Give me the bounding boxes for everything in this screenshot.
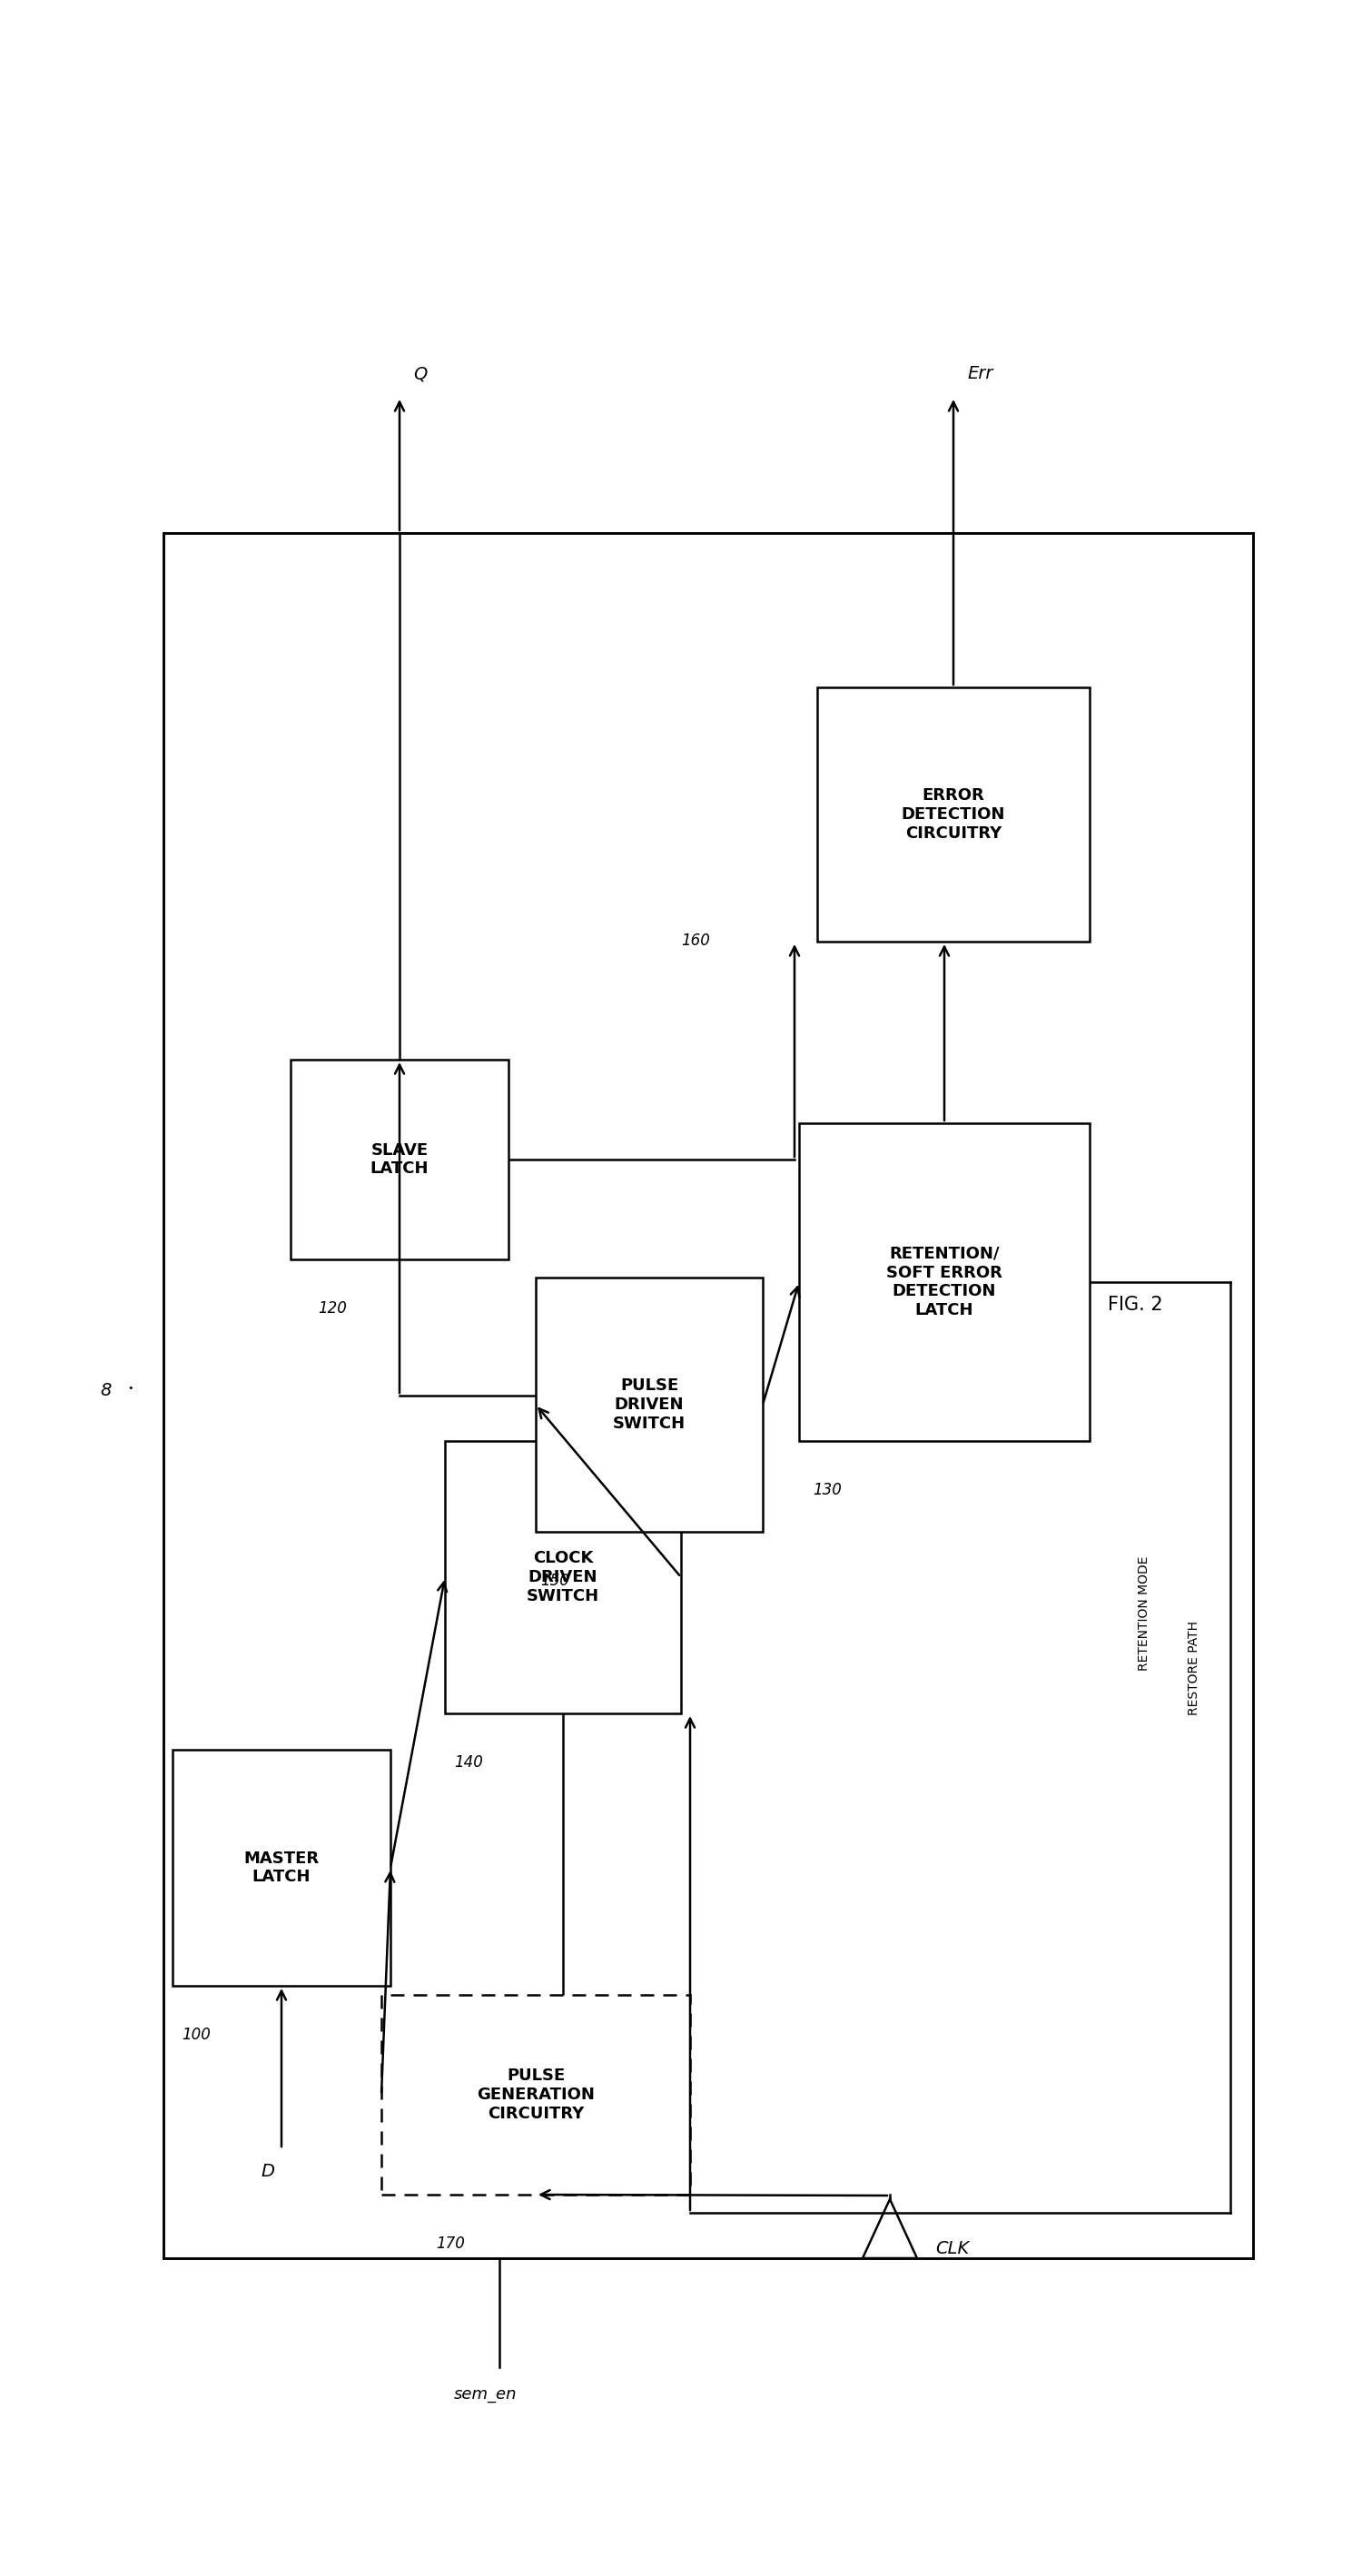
Text: RETENTION/
SOFT ERROR
DETECTION
LATCH: RETENTION/ SOFT ERROR DETECTION LATCH bbox=[886, 1247, 1003, 1319]
Text: RETENTION MODE: RETENTION MODE bbox=[1137, 1556, 1151, 1672]
Text: FIG. 2: FIG. 2 bbox=[1107, 1296, 1162, 1314]
Text: RESTORE PATH: RESTORE PATH bbox=[1188, 1620, 1200, 1716]
Text: PULSE
GENERATION
CIRCUITRY: PULSE GENERATION CIRCUITRY bbox=[476, 2069, 594, 2123]
Text: •: • bbox=[128, 1383, 133, 1394]
Text: MASTER
LATCH: MASTER LATCH bbox=[244, 1850, 320, 1886]
Text: 140: 140 bbox=[454, 1754, 483, 1770]
Text: D: D bbox=[261, 2164, 274, 2179]
Text: 150: 150 bbox=[541, 1574, 569, 1589]
Text: sem_en: sem_en bbox=[454, 2385, 517, 2403]
Text: 120: 120 bbox=[318, 1301, 347, 1316]
Text: PULSE
DRIVEN
SWITCH: PULSE DRIVEN SWITCH bbox=[613, 1378, 686, 1432]
Bar bbox=[163, 533, 1253, 2259]
Text: 130: 130 bbox=[812, 1481, 841, 1499]
Text: Err: Err bbox=[967, 366, 993, 381]
Bar bbox=[535, 1278, 763, 1533]
Text: ERROR
DETECTION
CIRCUITRY: ERROR DETECTION CIRCUITRY bbox=[901, 788, 1006, 842]
Text: Q: Q bbox=[413, 366, 427, 381]
Bar bbox=[799, 1123, 1089, 1440]
Bar bbox=[818, 688, 1089, 943]
Text: CLOCK
DRIVEN
SWITCH: CLOCK DRIVEN SWITCH bbox=[527, 1551, 600, 1605]
Text: 8: 8 bbox=[100, 1381, 111, 1399]
Text: 100: 100 bbox=[181, 2027, 210, 2043]
Text: CLK: CLK bbox=[936, 2241, 969, 2257]
Bar bbox=[173, 1749, 391, 1986]
Bar bbox=[445, 1440, 681, 1713]
Bar bbox=[381, 1994, 690, 2195]
Text: 160: 160 bbox=[681, 933, 709, 948]
Text: SLAVE
LATCH: SLAVE LATCH bbox=[370, 1141, 429, 1177]
Bar bbox=[291, 1059, 509, 1260]
Text: 170: 170 bbox=[436, 2236, 465, 2251]
